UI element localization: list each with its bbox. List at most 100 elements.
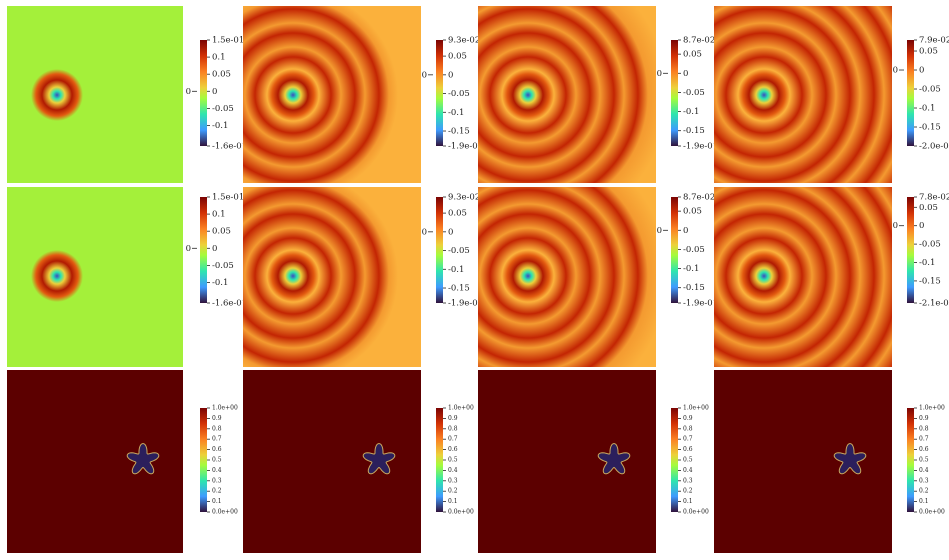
panel: 1.0e+00 0.9 0.8 0.7 0.6 0.5 0.4 0.3 0.2 0.1 0.0e+0… xyxy=(243,370,474,553)
panel: 7.9e-020.05 0 -0.05 -0.1 -0.15 -2.0e-01 0 xyxy=(714,6,949,183)
colorbar-label: 0.6 xyxy=(448,446,458,453)
colorbar-label: 8.7e-02 xyxy=(683,193,715,203)
colorbar xyxy=(907,40,914,146)
colorbar-label: 0.0e+00 xyxy=(919,509,945,516)
colorbar xyxy=(671,197,678,303)
colorbar-label: -0.1 xyxy=(683,264,699,274)
colorbar-label: -0.05 xyxy=(919,240,941,250)
colorbar-label: 0.7 xyxy=(683,436,693,443)
colorbar-label: 0.6 xyxy=(919,446,929,453)
field-waves xyxy=(243,6,421,183)
colorbar-label: 0.05 xyxy=(448,52,467,62)
colorbar-label: 0.5 xyxy=(448,457,458,464)
colorbar-label: -0.1 xyxy=(919,104,935,114)
colorbar xyxy=(200,197,207,303)
colorbar-label: 0.05 xyxy=(919,47,938,57)
colorbar-label: 0.3 xyxy=(212,477,222,484)
colorbar xyxy=(436,408,443,512)
colorbar-label: 0.0e+00 xyxy=(212,509,238,516)
field-waves xyxy=(243,187,421,367)
colorbar-label: -2.1e-01 xyxy=(919,299,949,309)
panel: 1.5e-01 0.1 0.05 0 -0.05 -0.1 -1.6e-01 0 xyxy=(7,6,247,183)
colorbar-label: -0.05 xyxy=(448,89,470,99)
colorbar xyxy=(671,408,678,512)
colorbar-label: 0.05 xyxy=(448,209,467,219)
colorbar-label: 0.9 xyxy=(448,415,458,422)
colorbar-label: 0.1 xyxy=(212,498,222,505)
colorbar-label: 9.3e-02 xyxy=(448,36,480,46)
colorbar-label: 0.5 xyxy=(683,457,693,464)
zero-marker: 0 xyxy=(657,226,662,236)
colorbar-label: -1.6e-01 xyxy=(212,299,247,309)
colorbar-label: -0.05 xyxy=(212,261,234,271)
colorbar-label: 0 xyxy=(919,221,924,231)
colorbar-label: 0.1 xyxy=(683,498,693,505)
colorbar-label: 1.0e+00 xyxy=(212,405,238,412)
colorbar xyxy=(436,40,443,146)
zero-marker: 0 xyxy=(893,66,898,76)
colorbar-label: -0.1 xyxy=(448,265,464,275)
colorbar xyxy=(200,40,207,146)
colorbar-label: 0.9 xyxy=(212,415,222,422)
colorbar-label: -1.9e-01 xyxy=(448,142,483,152)
colorbar-label: 0.0e+00 xyxy=(683,509,709,516)
colorbar-label: -0.1 xyxy=(212,278,228,288)
zero-marker: 0 xyxy=(422,227,427,237)
panel: 8.7e-02 0.05 0 -0.05 -0.1 -0.15 -1.9e-01 0 xyxy=(478,6,718,183)
colorbar xyxy=(671,40,678,146)
colorbar-label: 0.05 xyxy=(683,50,702,60)
colorbar-label: 0.05 xyxy=(919,203,938,213)
colorbar-label: 0 xyxy=(212,87,217,97)
colorbar-label: 0.7 xyxy=(212,436,222,443)
colorbar-label: -0.05 xyxy=(212,104,234,114)
colorbar-label: 0.4 xyxy=(212,467,222,474)
colorbar-label: -2.0e-01 xyxy=(919,142,949,152)
colorbar-label: -0.05 xyxy=(448,246,470,256)
colorbar-label: 0.8 xyxy=(683,425,693,432)
colorbar-label: 0.4 xyxy=(448,467,458,474)
field-waves xyxy=(714,6,892,183)
colorbar-label: 0.1 xyxy=(919,498,929,505)
colorbar-label: 0.1 xyxy=(448,498,458,505)
panel: 9.3e-02 0.05 0 -0.05 -0.1 -0.15 -1.9e-01 0 xyxy=(243,6,483,183)
colorbar-label: 0.6 xyxy=(683,446,693,453)
panel: 8.7e-02 0.05 0 -0.05 -0.1 -0.15 -1.9e-01 0 xyxy=(478,187,718,367)
colorbar-label: 7.8e-02 xyxy=(919,193,949,203)
field-background xyxy=(478,370,656,553)
colorbar-label: -1.9e-01 xyxy=(448,299,483,309)
colorbar-label: -0.15 xyxy=(683,283,705,293)
colorbar-label: 0 xyxy=(448,227,453,237)
zero-marker: 0 xyxy=(422,70,427,80)
zero-marker: 0 xyxy=(186,87,191,97)
colorbar-label: 0.5 xyxy=(919,457,929,464)
field-waves xyxy=(7,187,183,367)
colorbar xyxy=(436,197,443,303)
colorbar-label: 0.2 xyxy=(683,488,693,495)
colorbar-label: -0.05 xyxy=(683,245,705,255)
colorbar-label: 0.9 xyxy=(683,415,693,422)
colorbar-label: 0.2 xyxy=(919,488,929,495)
colorbar-label: 0.2 xyxy=(448,488,458,495)
obstacle xyxy=(833,442,867,475)
colorbar-label: -0.15 xyxy=(683,126,705,136)
colorbar-label: -0.15 xyxy=(919,123,941,133)
colorbar-label: 0.05 xyxy=(212,70,231,80)
colorbar-label: 0.1 xyxy=(212,53,226,63)
colorbar-label: 7.9e-02 xyxy=(919,36,949,46)
colorbar-label: 0 xyxy=(919,66,924,76)
colorbar-label: 8.7e-02 xyxy=(683,36,715,46)
colorbar-label: 0.7 xyxy=(919,436,929,443)
colorbar-label: 0.0e+00 xyxy=(448,509,474,516)
zero-marker: 0 xyxy=(893,221,898,231)
colorbar-label: 1.0e+00 xyxy=(448,405,474,412)
colorbar-label: -0.05 xyxy=(919,85,941,95)
zero-marker: 0 xyxy=(657,69,662,79)
colorbar-label: -0.1 xyxy=(448,108,464,118)
obstacle xyxy=(362,442,396,475)
colorbar-label: 0 xyxy=(448,70,453,80)
colorbar-label: 0.5 xyxy=(212,457,222,464)
field-background xyxy=(714,370,892,553)
colorbar-label: 0 xyxy=(683,226,688,236)
colorbar-label: -0.1 xyxy=(683,107,699,117)
